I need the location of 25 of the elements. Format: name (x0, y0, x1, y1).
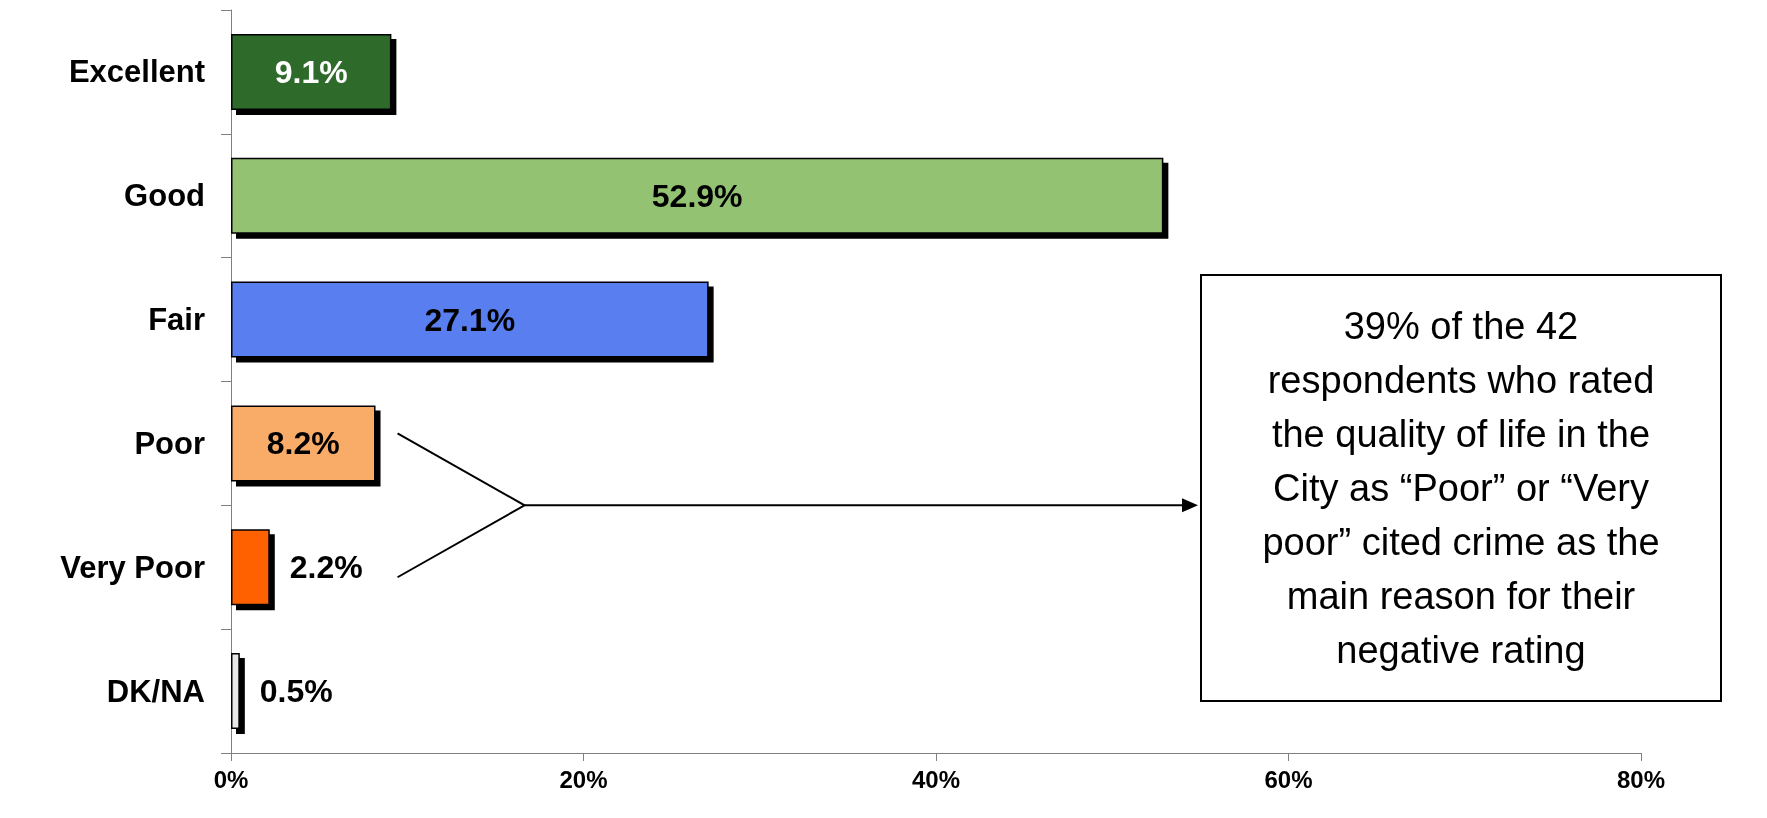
bar (231, 653, 240, 730)
data-label: 9.1% (274, 53, 348, 90)
y-tick-label: Excellent (68, 54, 205, 90)
x-tick-label: 40% (911, 765, 961, 793)
y-tick-label: Fair (148, 302, 205, 338)
bar (231, 405, 376, 482)
data-label: 8.2% (266, 425, 340, 462)
y-tick-label: Very Poor (60, 549, 205, 585)
annotation: 39% of the 42 respondents who rated the quality of life in the City as “Poor” or “Very poor” cited crime as the main reason for their negative rating (1261, 304, 1661, 673)
data-label: 52.9% (651, 177, 743, 214)
y-tick-label: Poor (134, 425, 205, 461)
bar (231, 33, 392, 110)
note-box: 39% of the 42 respondents who rated the quality of life in the City as “Poor” or “Very poor” cited crime as the main reason for their negative rating (1200, 274, 1722, 702)
y-tick-label: DK/NA (106, 673, 205, 709)
x-tick-label: 80% (1616, 765, 1666, 793)
x-tick-label: 60% (1264, 765, 1313, 793)
data-label: 0.5% (259, 673, 333, 710)
y-tick-label: Good (124, 178, 205, 214)
bar (231, 157, 1164, 234)
x-tick-label: 20% (559, 765, 608, 793)
data-label: 2.2% (289, 549, 363, 586)
bar (231, 281, 709, 358)
data-label: 27.1% (424, 301, 516, 338)
x-tick-label: 0% (213, 765, 249, 793)
bar (231, 529, 270, 606)
